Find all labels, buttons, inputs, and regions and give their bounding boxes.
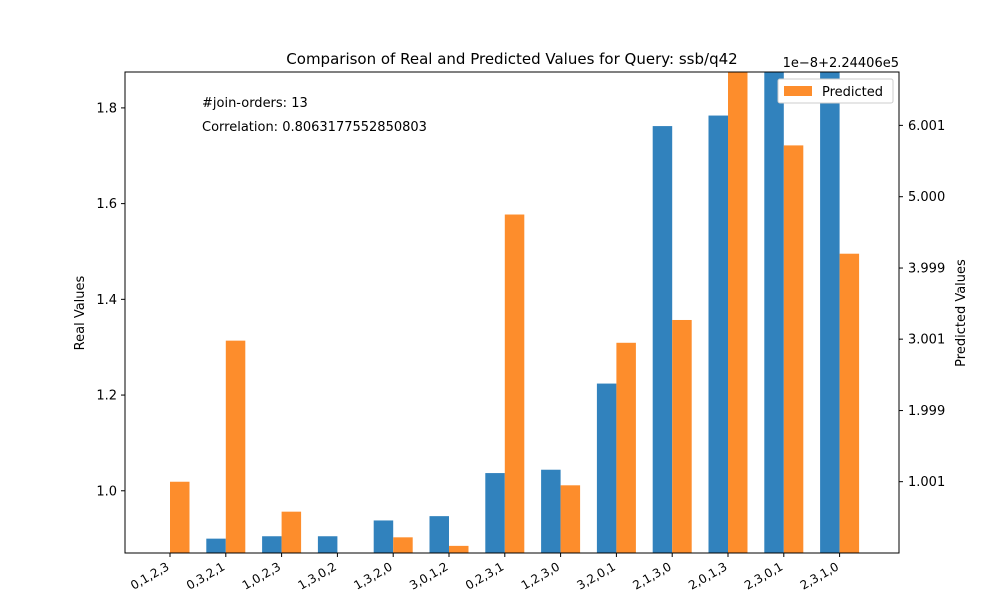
bar-predicted-10 (728, 72, 748, 553)
annotation-join-orders: #join-orders: 13 (202, 96, 308, 111)
x-tick-label-12: 2,3,1,0 (798, 559, 841, 592)
x-tick-label-0: 0,1,2,3 (128, 559, 171, 592)
annotation-correlation: Correlation: 0.8063177552850803 (202, 120, 427, 135)
legend-frame (777, 78, 894, 104)
bar-real-9 (652, 126, 673, 554)
bar-real-2 (262, 536, 282, 553)
right-tick-label-0: 1.001 (908, 475, 945, 490)
x-tick-label-7: 1,2,3,0 (519, 559, 562, 592)
bar-predicted-9 (672, 319, 692, 553)
bar-real-5 (429, 516, 449, 553)
right-tick-label-5: 6.001 (908, 119, 945, 134)
bars-layer (170, 72, 860, 554)
left-tick-label-2: 1.4 (96, 293, 117, 308)
bar-real-7 (541, 469, 561, 553)
bar-predicted-7 (560, 485, 581, 553)
x-tick-label-5: 3,0,1,2 (407, 559, 450, 592)
legend: Predicted (777, 78, 894, 104)
bar-real-1 (206, 538, 226, 553)
bar-real-6 (485, 473, 505, 553)
bar-real-11 (764, 72, 784, 553)
left-tick-label-1: 1.2 (96, 389, 117, 404)
left-tick-label-3: 1.6 (96, 197, 117, 212)
bar-predicted-11 (783, 145, 804, 553)
x-tick-label-3: 1,3,0,2 (296, 559, 339, 592)
bar-real-8 (596, 383, 617, 553)
x-tick-label-4: 1,3,2,0 (351, 559, 394, 592)
bar-predicted-5 (449, 545, 469, 553)
right-axis-offset-label: 1e−8+2.24406e5 (783, 56, 899, 71)
right-axis-label: Predicted Values (954, 259, 969, 367)
bar-predicted-12 (839, 253, 860, 553)
bar-predicted-2 (281, 511, 302, 553)
right-tick-label-4: 5.000 (908, 190, 945, 205)
bar-predicted-4 (393, 537, 413, 553)
chart-title: Comparison of Real and Predicted Values … (286, 50, 737, 68)
bar-real-4 (373, 520, 394, 553)
left-tick-label-0: 1.0 (96, 484, 117, 499)
bar-predicted-8 (616, 342, 636, 553)
plot-frame (124, 71, 900, 554)
bar-predicted-1 (225, 340, 246, 553)
x-tick-label-6: 0,2,3,1 (463, 559, 506, 592)
bar-real-3 (317, 536, 338, 553)
left-tick-label-4: 1.8 (96, 101, 117, 116)
x-tick-label-9: 2,1,3,0 (630, 559, 673, 592)
right-tick-label-1: 1.999 (908, 404, 945, 419)
bar-predicted-6 (504, 214, 525, 553)
legend-label-predicted: Predicted (822, 85, 883, 100)
right-tick-label-3: 3.999 (908, 262, 945, 277)
left-axis-label: Real Values (73, 275, 88, 350)
bar-predicted-0 (170, 481, 190, 553)
bar-real-12 (820, 72, 840, 553)
x-tick-label-11: 2,3,0,1 (742, 559, 785, 592)
right-tick-label-2: 3.001 (908, 333, 945, 348)
x-tick-label-10: 2,0,1,3 (686, 559, 729, 592)
x-tick-label-8: 3,2,0,1 (575, 559, 618, 592)
x-tick-label-1: 0,3,2,1 (184, 559, 227, 592)
legend-swatch-predicted (784, 86, 812, 96)
bar-real-10 (708, 115, 728, 554)
x-tick-label-2: 1,0,2,3 (240, 559, 283, 592)
